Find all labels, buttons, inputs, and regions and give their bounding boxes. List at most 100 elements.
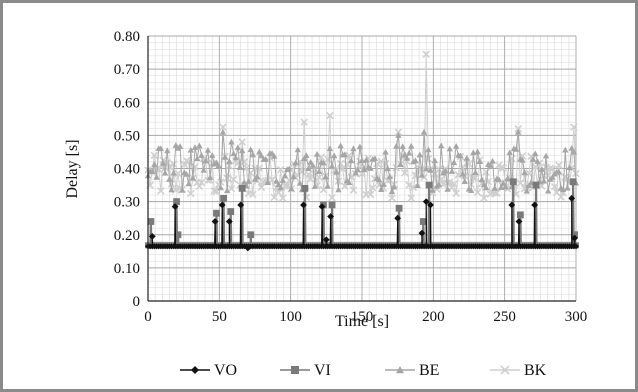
data-point-be: [335, 186, 342, 193]
data-point-vo: [508, 201, 516, 209]
data-point-be: [179, 186, 186, 193]
data-point-be: [277, 184, 284, 191]
data-point-bk: [249, 190, 257, 199]
data-point-be: [399, 143, 406, 149]
data-point-vi: [247, 231, 255, 239]
series-vo: [145, 194, 579, 252]
data-point-be: [429, 186, 436, 193]
data-point-vi: [516, 211, 524, 219]
data-point-bk: [514, 124, 522, 133]
y-tick-label: 0.50: [114, 128, 140, 144]
data-point-be: [450, 159, 458, 166]
y-tick-label: 0.20: [114, 228, 140, 244]
legend-item-bk: BK: [490, 362, 547, 379]
x-tick-label: 50: [212, 309, 227, 325]
data-point-bk: [366, 190, 375, 199]
data-point-bk: [377, 157, 386, 166]
data-point-vi: [220, 194, 228, 202]
data-point-be: [491, 184, 498, 191]
data-point-be: [196, 142, 203, 149]
data-point-be: [253, 173, 261, 180]
data-point-be: [313, 150, 321, 157]
data-point-be: [371, 155, 379, 161]
data-point-be: [437, 142, 445, 149]
data-point-bk: [557, 193, 565, 201]
data-point-be: [532, 150, 539, 157]
data-point-be: [281, 172, 289, 179]
data-point-vi: [419, 218, 427, 225]
data-point-be: [322, 173, 329, 180]
data-point-vo: [171, 203, 179, 210]
data-point-be: [412, 157, 419, 164]
data-point-bk: [187, 189, 195, 198]
data-point-bk: [469, 173, 478, 182]
data-point-vi: [301, 184, 309, 192]
data-point-bk: [257, 183, 266, 192]
data-point-be: [459, 170, 466, 177]
data-point-be: [204, 146, 212, 153]
data-point-vo: [237, 201, 245, 209]
data-point-bk: [169, 160, 178, 168]
data-point-be: [168, 186, 175, 193]
data-point-be: [153, 173, 160, 180]
data-point-bk: [493, 189, 501, 197]
data-point-be: [305, 165, 312, 172]
data-point-vo: [531, 201, 539, 209]
data-point-be: [183, 170, 190, 177]
data-point-vo: [318, 203, 326, 210]
data-point-be: [294, 146, 301, 153]
data-point-be: [223, 187, 231, 194]
data-point-be: [405, 149, 413, 156]
data-point-be: [206, 174, 214, 180]
data-point-be: [534, 158, 541, 164]
data-point-be: [333, 168, 340, 175]
data-point-bk: [411, 171, 420, 180]
data-point-bk: [240, 158, 249, 166]
data-point-be: [425, 146, 432, 153]
data-point-be: [159, 159, 167, 166]
data-point-vi: [425, 181, 433, 189]
data-point-be: [416, 151, 423, 158]
data-point-be: [309, 162, 316, 168]
x-tick-label: 300: [565, 309, 588, 325]
data-point-be: [209, 152, 216, 158]
y-tick-label: 0.80: [114, 29, 140, 45]
data-point-bk: [450, 180, 458, 188]
data-point-vo: [568, 194, 576, 202]
data-point-be: [525, 182, 533, 188]
data-point-vi: [238, 184, 246, 192]
data-point-vi: [509, 178, 517, 186]
data-point-be: [420, 128, 428, 135]
legend-marker-bk: [500, 365, 510, 375]
data-point-be: [540, 177, 548, 184]
data-point-vi: [328, 201, 336, 209]
data-point-be: [559, 186, 567, 193]
data-point-be: [217, 184, 224, 191]
data-point-be: [444, 185, 451, 192]
data-point-bk: [274, 188, 283, 197]
data-point-bk: [401, 169, 409, 177]
data-point-be: [566, 164, 573, 171]
data-point-be: [337, 142, 344, 149]
data-point-vo: [573, 243, 579, 250]
data-point-bk: [336, 159, 345, 168]
data-point-be: [495, 176, 503, 183]
data-point-vo: [244, 244, 252, 252]
data-point-be: [350, 145, 357, 152]
data-point-be: [161, 169, 169, 176]
data-point-be: [301, 155, 308, 162]
data-point-be: [354, 166, 361, 173]
data-point-bk: [570, 123, 578, 131]
data-point-be: [549, 173, 556, 180]
data-point-be: [249, 151, 257, 158]
data-point-vi: [569, 178, 577, 186]
data-point-bk: [229, 175, 238, 184]
x-tick-label: 150: [351, 309, 374, 325]
data-point-bk: [454, 171, 463, 179]
data-point-be: [324, 183, 331, 189]
series-be: [144, 128, 580, 195]
legend-label: BK: [524, 362, 547, 379]
y-tick-label: 0.10: [114, 261, 140, 277]
data-point-be: [500, 180, 507, 186]
